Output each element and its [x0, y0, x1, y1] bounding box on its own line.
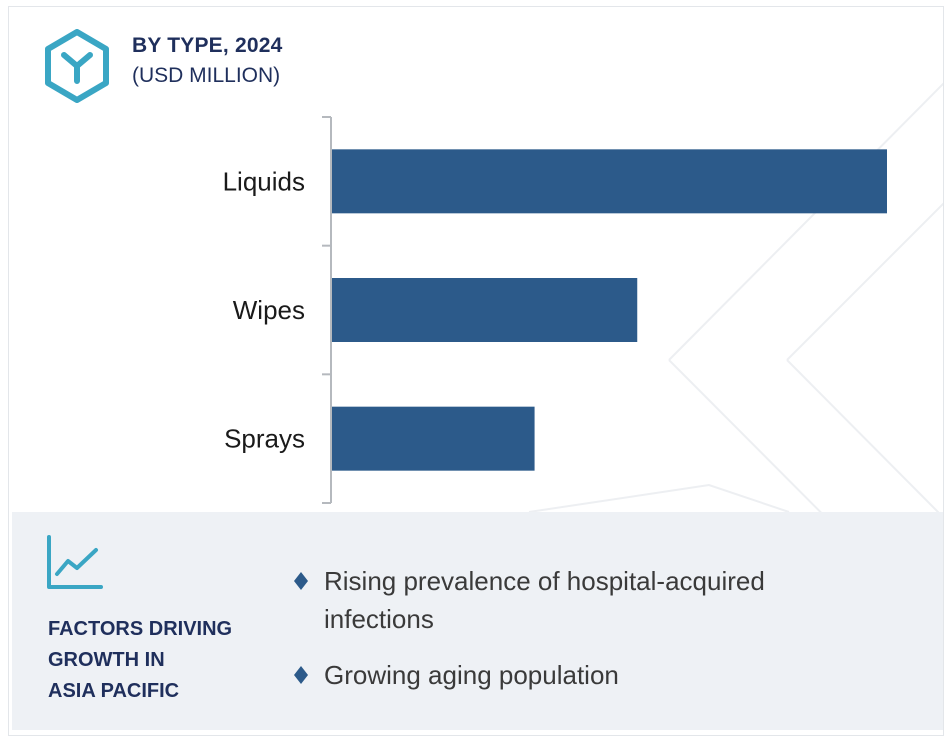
bar-liquids [332, 149, 887, 214]
factor-text: Growing aging population [324, 660, 619, 690]
factors-panel: FACTORS DRIVING GROWTH IN ASIA PACIFIC R… [12, 512, 943, 730]
bar-chart: Liquids Wipes Sprays [223, 116, 887, 504]
category-label: Sprays [224, 424, 305, 454]
factors-heading-line: FACTORS DRIVING [48, 618, 233, 640]
category-label: Wipes [233, 295, 305, 325]
chart-title: BY TYPE, 2024 [132, 34, 283, 57]
factor-item: Growing aging population [292, 656, 832, 694]
factors-heading-line: ASIA PACIFIC [48, 680, 180, 702]
factor-item: Rising prevalence of hospital-acquired i… [292, 562, 832, 638]
hexagon-y-logo-icon [45, 29, 109, 103]
factors-heading: FACTORS DRIVING GROWTH IN ASIA PACIFIC [48, 614, 278, 707]
chart-subtitle: (USD MILLION) [132, 64, 281, 87]
trend-chart-icon [47, 535, 103, 589]
factor-text: infections [324, 604, 434, 634]
factor-text: Rising prevalence of hospital-acquired [324, 566, 765, 596]
category-label: Liquids [223, 166, 305, 196]
bar-wipes [332, 278, 638, 342]
diamond-bullet-icon [294, 572, 308, 590]
infographic-card: BY TYPE, 2024 (USD MILLION) Liquids Wipes… [8, 6, 944, 736]
diamond-bullet-icon [294, 666, 308, 684]
factors-heading-line: GROWTH IN [48, 649, 165, 671]
bar-sprays [332, 406, 535, 471]
